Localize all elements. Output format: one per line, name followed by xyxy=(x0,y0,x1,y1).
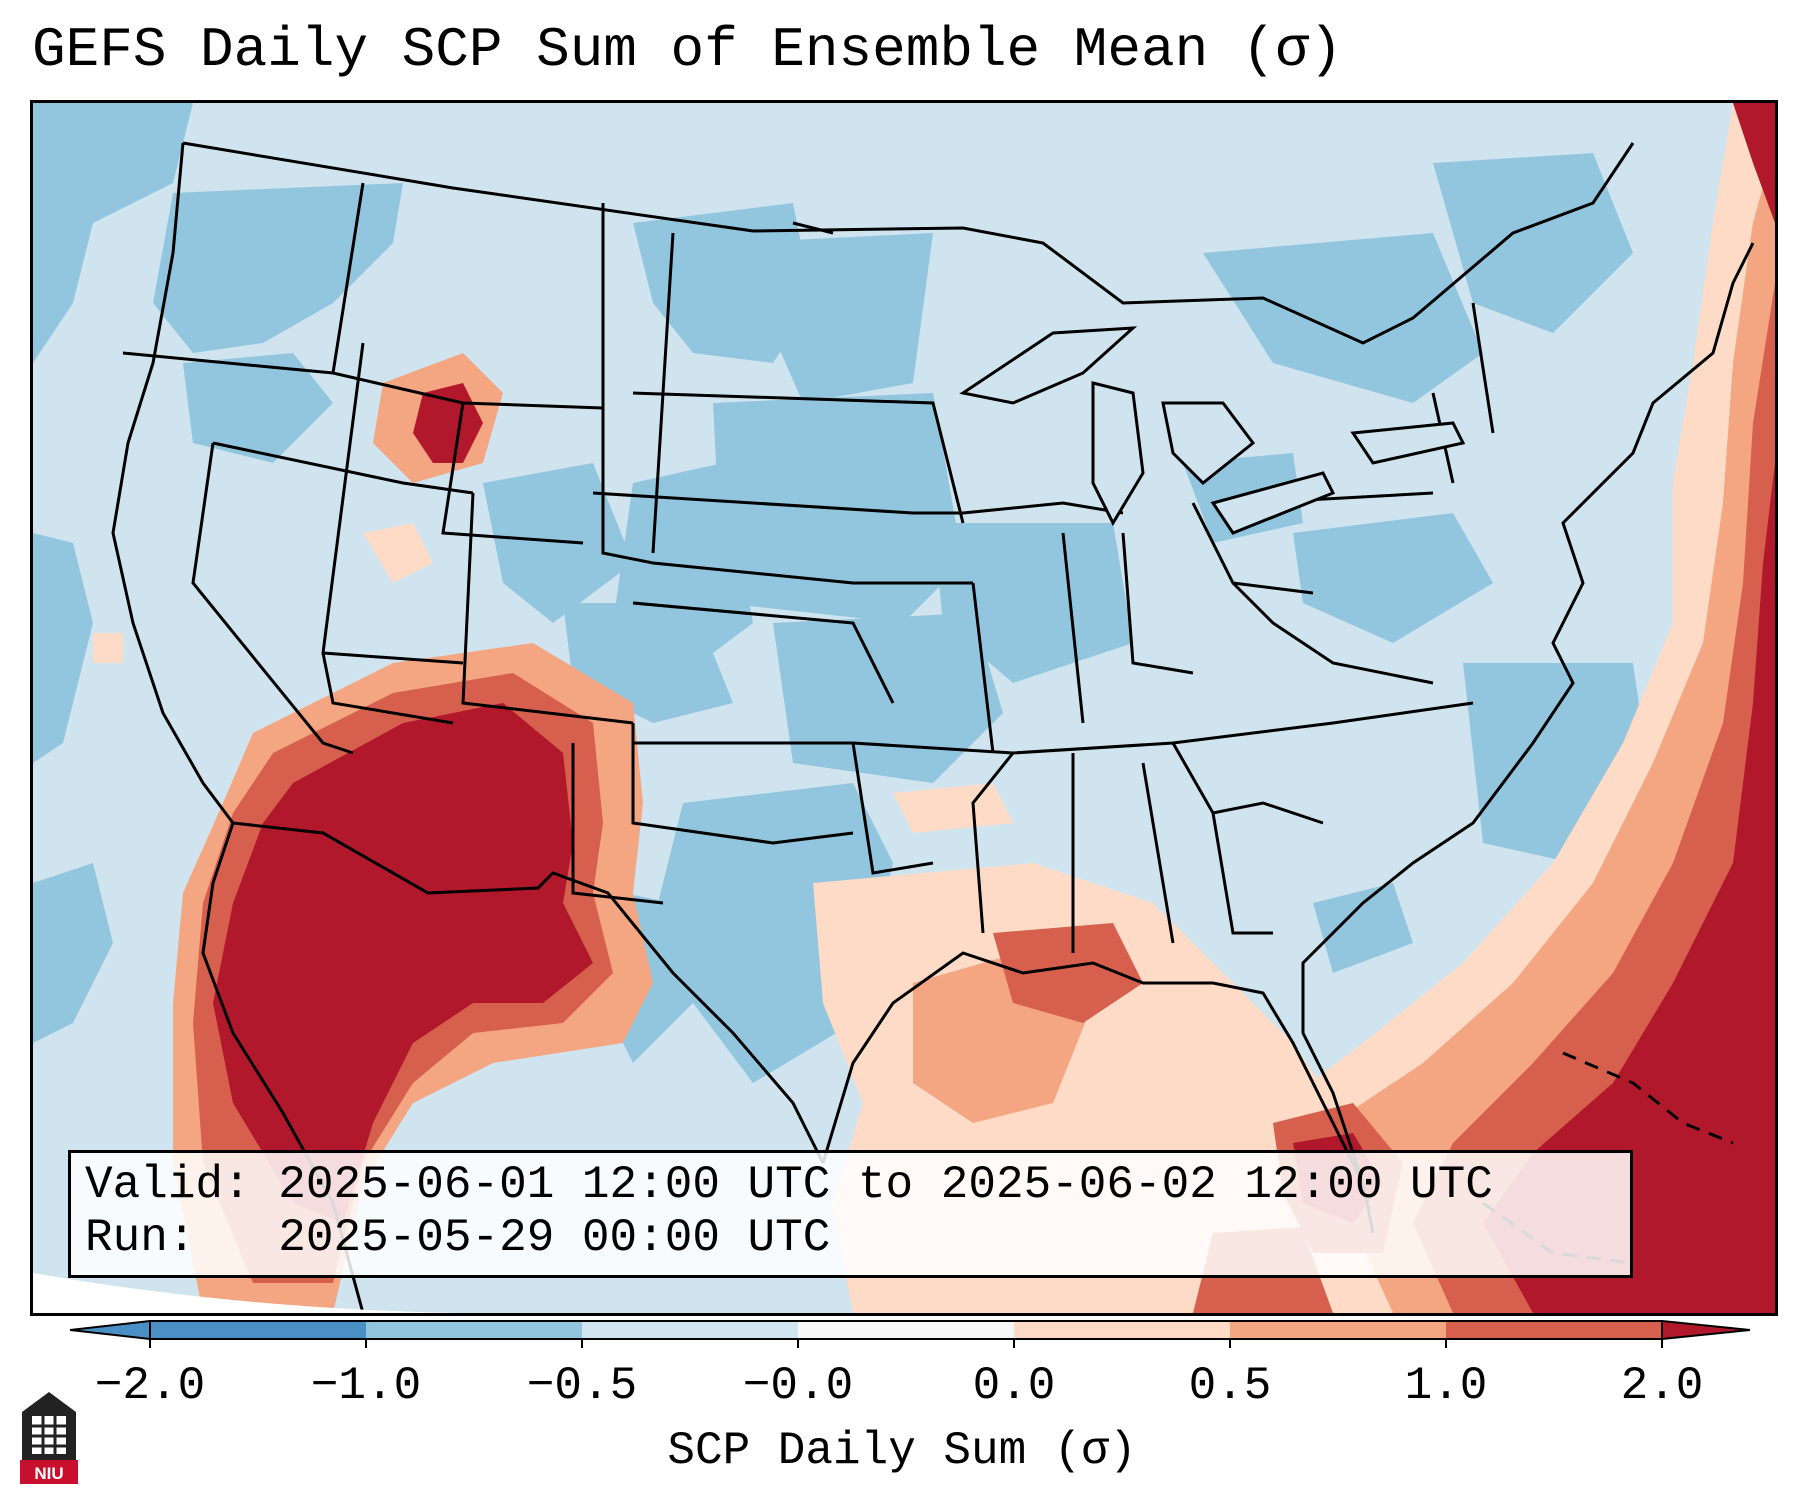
colorbar-tick-6: 1.0 xyxy=(1404,1360,1488,1412)
colorbar-seg-3 xyxy=(582,1321,798,1339)
colorbar-seg-4 xyxy=(798,1321,1014,1339)
niu-logo-text: NIU xyxy=(34,1464,63,1483)
colorbar-tick-2: −0.5 xyxy=(526,1360,638,1412)
west-coast xyxy=(111,142,365,1313)
colorbar-tick-5: 0.5 xyxy=(1188,1360,1272,1412)
colorbar-tick-1: −1.0 xyxy=(310,1360,422,1412)
colorbar-tick-0: −2.0 xyxy=(94,1360,206,1412)
colorbar-tick-7: 2.0 xyxy=(1620,1360,1704,1412)
colorbar-seg-8 xyxy=(1662,1321,1750,1339)
map-panel[interactable] xyxy=(30,100,1778,1316)
run-value: 2025-05-29 00:00 UTC xyxy=(278,1212,831,1264)
colorbar-tick-4: 0.0 xyxy=(972,1360,1056,1412)
colorbar-label: SCP Daily Sum (σ) xyxy=(667,1425,1137,1477)
map-edge-corner xyxy=(33,1273,453,1313)
valid-label: Valid: xyxy=(85,1159,251,1211)
colorbar-seg-6 xyxy=(1230,1321,1446,1339)
great-lakes xyxy=(959,326,1466,535)
boundaries xyxy=(111,141,1755,1313)
east-coast xyxy=(1301,242,1755,1184)
niu-logo-icon: NIU xyxy=(20,1392,78,1484)
mexico-border xyxy=(232,821,825,1164)
validity-info-box: Valid: 2025-06-01 12:00 UTC to 2025-06-0… xyxy=(68,1150,1633,1278)
colorbar-tick-3: −0.0 xyxy=(742,1360,854,1412)
colorbar-seg-7 xyxy=(1446,1321,1662,1339)
colorbar xyxy=(70,1320,1750,1348)
colorbar-seg-5 xyxy=(1014,1321,1230,1339)
colorbar-seg-2 xyxy=(366,1321,582,1339)
map-svg xyxy=(33,103,1775,1313)
gulf-coast xyxy=(821,951,1375,1234)
colorbar-seg-1 xyxy=(150,1321,366,1339)
run-label: Run: xyxy=(85,1212,196,1264)
chart-title: GEFS Daily SCP Sum of Ensemble Mean (σ) xyxy=(32,18,1343,82)
canada-border xyxy=(182,141,1635,345)
colorbar-seg-0 xyxy=(70,1321,150,1339)
valid-value: 2025-06-01 12:00 UTC to 2025-06-02 12:00… xyxy=(278,1159,1493,1211)
